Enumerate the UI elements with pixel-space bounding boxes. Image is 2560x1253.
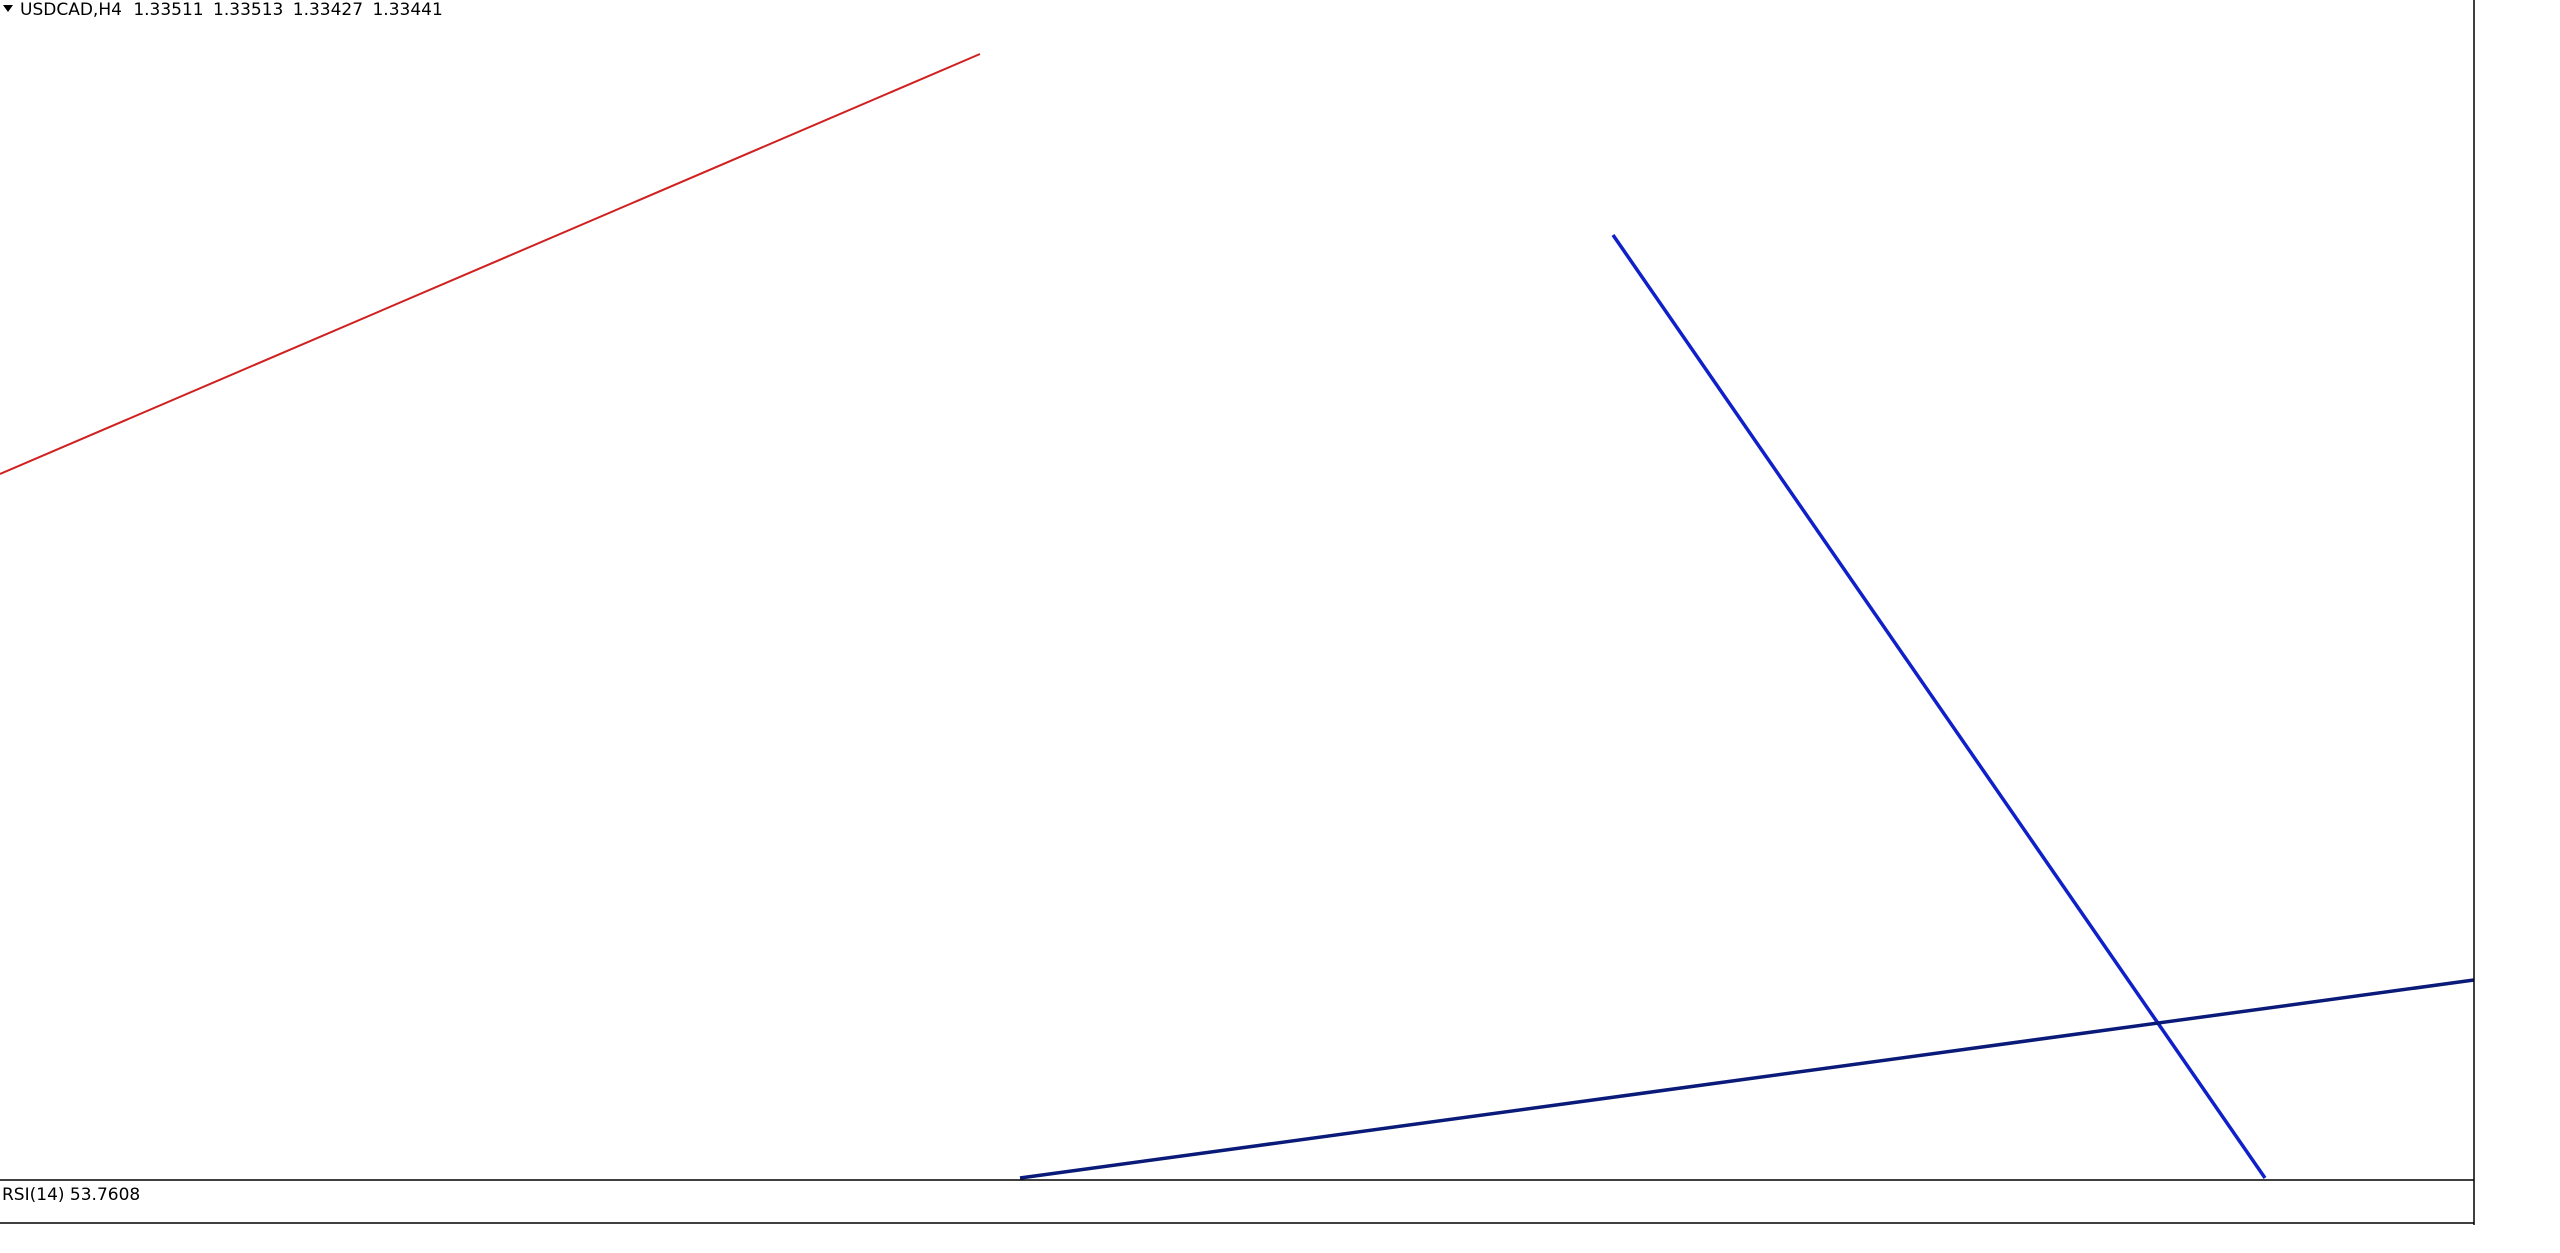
symbol: USDCAD,H4: [20, 0, 122, 20]
high: 1.33513: [213, 0, 283, 20]
low: 1.33427: [293, 0, 363, 20]
trendline: [1019, 978, 2474, 1180]
header: USDCAD,H4 1.33511 1.33513 1.33427 1.3344…: [3, 0, 443, 20]
rsi-title: RSI(14) 53.7608: [2, 1185, 140, 1205]
trendline: [1611, 234, 2267, 1179]
price-axis: [0, 0, 2475, 1225]
chart-header: USDCAD,H4 1.33511 1.33513 1.33427 1.3344…: [20, 0, 443, 20]
trendline: [0, 53, 981, 475]
rsi-panel: RSI(14) 53.7608: [2, 1185, 140, 1205]
menu-icon: [3, 5, 13, 12]
trendlines: [0, 53, 2474, 1180]
open: 1.33511: [133, 0, 203, 20]
close: 1.33441: [372, 0, 442, 20]
